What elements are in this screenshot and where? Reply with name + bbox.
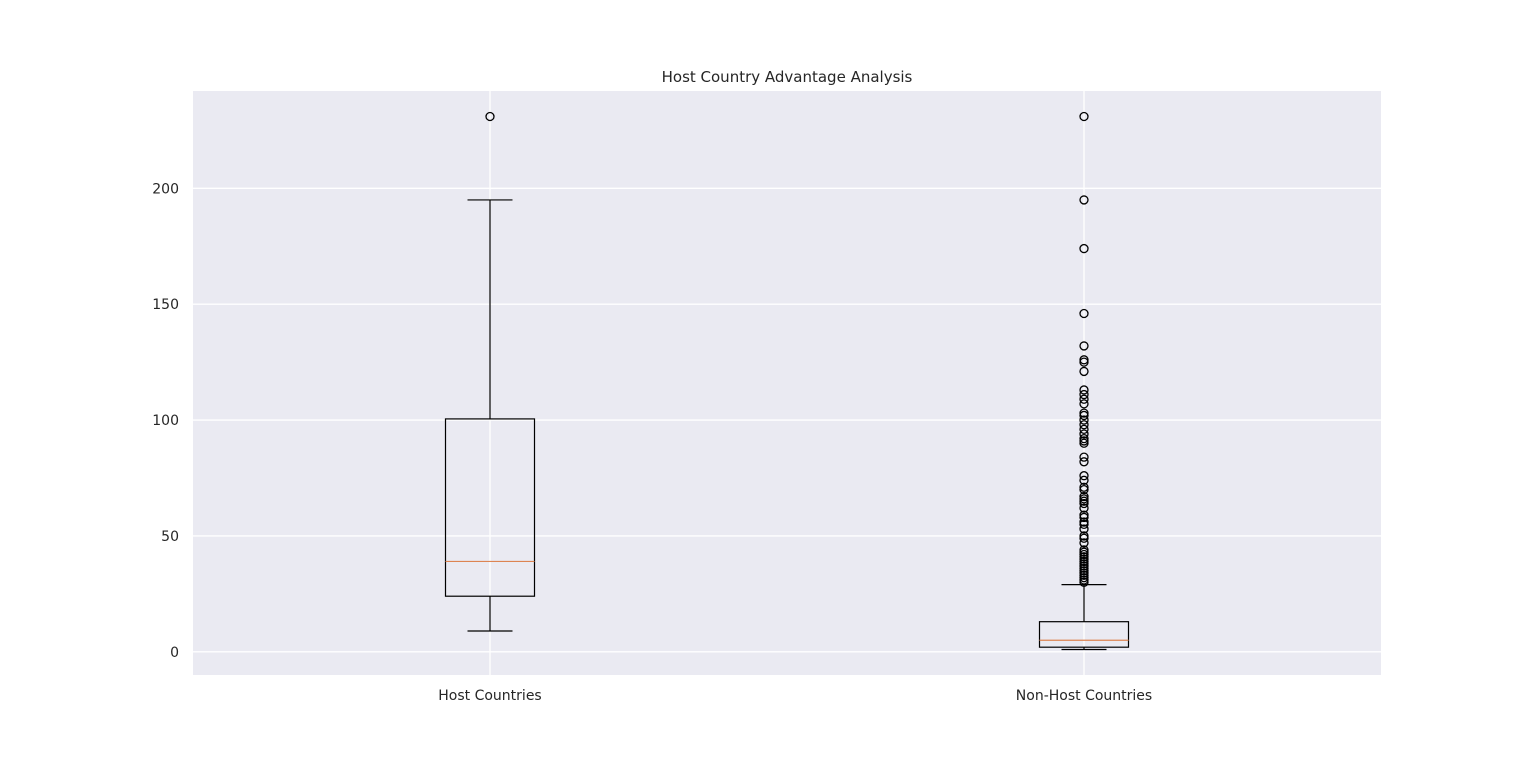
outlier-point	[1079, 519, 1089, 530]
y-tick-label: 150	[152, 297, 179, 313]
outlier-point	[1079, 308, 1089, 319]
outlier-point	[1079, 457, 1089, 467]
y-tick-label: 200	[152, 181, 179, 197]
outlier-point	[1079, 424, 1089, 434]
outlier-point	[1079, 195, 1089, 205]
outlier-point	[1079, 243, 1089, 254]
y-tick-label: 50	[161, 529, 179, 545]
outlier-point	[1079, 366, 1089, 377]
plot-area: 0 50 100 150 200 Host Countries Non-Host Count…	[152, 91, 1381, 704]
outlier-point	[1079, 475, 1089, 485]
axes-background	[193, 91, 1381, 675]
outlier-point	[1079, 399, 1089, 409]
y-tick-label: 100	[152, 413, 179, 429]
outlier-point	[1079, 429, 1089, 439]
outlier-point	[1079, 357, 1089, 367]
outlier-point	[1079, 503, 1089, 513]
x-tick-label: Non-Host Countries	[1016, 688, 1152, 704]
outlier-point	[1079, 533, 1089, 543]
outlier-point	[1079, 385, 1089, 395]
outlier-point	[1079, 512, 1089, 523]
iqr-box	[444, 418, 536, 597]
outlier-point	[1079, 538, 1089, 548]
outlier-point	[1079, 438, 1089, 448]
outlier-point	[485, 111, 495, 122]
outlier-point	[1079, 341, 1089, 351]
outlier-point	[1079, 452, 1089, 462]
outlier-point	[1079, 524, 1089, 534]
y-tick-label: 0	[170, 645, 179, 661]
iqr-box	[1038, 621, 1130, 648]
outlier-point	[1079, 471, 1089, 481]
outlier-point	[1079, 389, 1089, 400]
outlier-point	[1079, 415, 1089, 425]
outlier-point	[1079, 394, 1089, 404]
chart-title: Host Country Advantage Analysis	[662, 68, 913, 86]
outlier-point	[1079, 111, 1089, 122]
outlier-point	[1079, 498, 1089, 509]
outlier-point	[1079, 484, 1089, 495]
outlier-point	[1079, 420, 1089, 430]
x-tick-label: Host Countries	[438, 688, 541, 704]
outlier-point	[1079, 410, 1089, 421]
outlier-point	[1079, 577, 1089, 587]
